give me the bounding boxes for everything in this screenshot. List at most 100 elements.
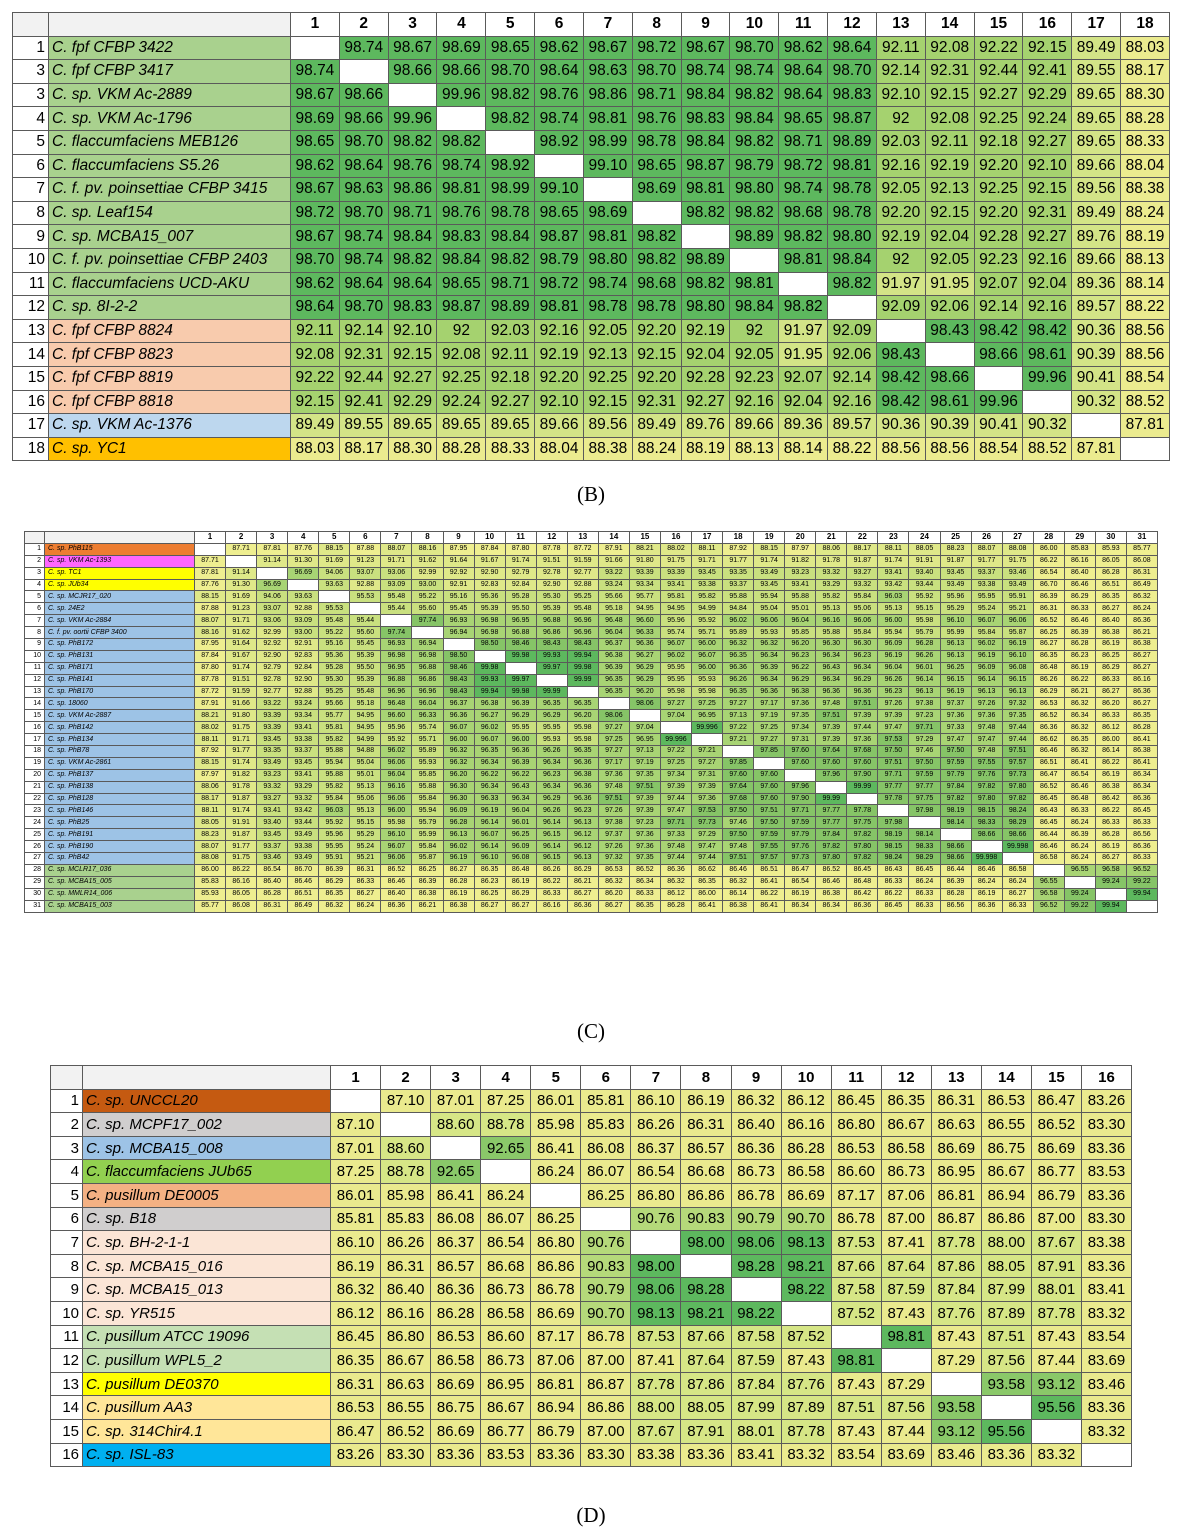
ani-value-cell: 87.43 bbox=[1030, 1324, 1082, 1350]
ani-value-cell: 93.06 bbox=[256, 614, 289, 628]
ani-value-cell: 91.87 bbox=[846, 554, 879, 568]
ani-value-cell: 95.92 bbox=[318, 816, 351, 830]
ani-value-cell: 92.15 bbox=[924, 82, 975, 108]
table-row: 11 C. sp. PhB171 87.80 91.74 92.79 92.84 95.28… bbox=[24, 661, 1159, 675]
ani-value-cell: 88.16 bbox=[411, 542, 444, 556]
ani-value-cell: 96.13 bbox=[908, 685, 941, 699]
ani-value-cell: 93.09 bbox=[287, 614, 320, 628]
ani-value-cell: 96.34 bbox=[504, 792, 537, 806]
table-row: 7 C. f. pv. poinsettiae CFBP 3415 98.67 98.… bbox=[12, 177, 1170, 202]
ani-value-cell: 97.44 bbox=[1001, 721, 1034, 735]
row-number: 16 bbox=[12, 389, 49, 415]
ani-value-cell: 89.56 bbox=[1071, 177, 1122, 202]
ani-value-cell: 96.19 bbox=[877, 649, 910, 663]
strain-label: C. sp. VKM Ac-2887 bbox=[44, 709, 195, 723]
strain-label: C. sp. PhB115 bbox=[44, 542, 195, 556]
ani-value-cell: 97.76 bbox=[784, 840, 817, 854]
ani-value-cell: 88.52 bbox=[1120, 389, 1170, 415]
ani-value-cell: 93.37 bbox=[287, 745, 320, 758]
ani-value-cell: 86.31 bbox=[256, 899, 289, 913]
ani-value-cell: 98.43 bbox=[535, 638, 568, 651]
ani-value-cell: 86.67 bbox=[380, 1348, 432, 1373]
ani-value-cell: 98.68 bbox=[631, 271, 682, 297]
diagonal-cell bbox=[680, 224, 731, 249]
ani-value-cell: 95.39 bbox=[349, 673, 382, 687]
ani-value-cell: 98.84 bbox=[387, 224, 438, 249]
ani-value-cell: 96.38 bbox=[566, 768, 599, 782]
ani-value-cell: 98.86 bbox=[387, 177, 438, 202]
ani-value-cell: 86.58 bbox=[1032, 852, 1065, 865]
ani-value-cell: 95.79 bbox=[908, 626, 941, 640]
ani-value-cell: 86.27 bbox=[504, 899, 537, 913]
ani-value-cell: 96.94 bbox=[442, 626, 475, 640]
ani-value-cell: 97.77 bbox=[815, 804, 848, 818]
ani-value-cell: 97.35 bbox=[628, 768, 661, 782]
ani-value-cell: 86.38 bbox=[1094, 626, 1127, 640]
ani-value-cell: 96.43 bbox=[815, 661, 848, 675]
ani-value-cell: 99.98 bbox=[504, 685, 537, 699]
diagonal-cell bbox=[535, 673, 568, 687]
column-header: 11 bbox=[778, 12, 829, 37]
ani-value-cell: 98.14 bbox=[908, 828, 941, 842]
ani-value-cell: 86.22 bbox=[877, 887, 910, 901]
ani-value-cell: 96.09 bbox=[504, 840, 537, 854]
ani-value-cell: 86.28 bbox=[1063, 638, 1096, 651]
ani-value-cell: 98.72 bbox=[534, 271, 584, 297]
ani-value-cell: 88.07 bbox=[193, 840, 227, 854]
diagonal-cell bbox=[730, 1277, 782, 1302]
ani-value-cell: 92.05 bbox=[729, 342, 780, 367]
ani-value-cell: 98.62 bbox=[534, 35, 584, 61]
ani-value-cell: 86.45 bbox=[1032, 792, 1065, 806]
strain-label: C. f. pv. poinsettiae CFBP 3415 bbox=[48, 177, 291, 202]
strain-label: C. sp. 8I-2-2 bbox=[48, 295, 291, 320]
ani-value-cell: 95.91 bbox=[318, 852, 351, 865]
diagonal-cell bbox=[380, 1112, 432, 1137]
ani-value-cell: 87.44 bbox=[1030, 1348, 1082, 1373]
ani-value-cell: 87.81 bbox=[1071, 436, 1122, 462]
ani-value-cell: 96.07 bbox=[970, 614, 1003, 628]
ani-value-cell: 88.19 bbox=[1120, 224, 1170, 249]
ani-value-cell: 86.31 bbox=[930, 1088, 982, 1114]
strain-label: C. sp. PhB141 bbox=[44, 673, 195, 687]
ani-value-cell: 96.98 bbox=[380, 649, 413, 663]
strain-label: C. pusillum WPL5_2 bbox=[82, 1348, 331, 1373]
ani-value-cell: 93.44 bbox=[908, 578, 941, 592]
diagonal-cell bbox=[846, 792, 879, 806]
ani-value-cell: 86.45 bbox=[1032, 816, 1065, 830]
ani-value-cell: 97.25 bbox=[753, 721, 786, 735]
strain-label: C. sp. VKM Ac-2889 bbox=[48, 82, 291, 108]
ani-value-cell: 85.83 bbox=[580, 1112, 632, 1137]
ani-value-cell: 98.82 bbox=[729, 129, 780, 155]
ani-value-cell: 96.19 bbox=[970, 649, 1003, 663]
ani-value-cell: 96.14 bbox=[908, 673, 941, 687]
ani-value-cell: 92 bbox=[436, 318, 487, 344]
ani-value-cell: 97.68 bbox=[722, 792, 755, 806]
ani-value-cell: 86.26 bbox=[630, 1112, 682, 1137]
diagonal-cell bbox=[566, 685, 599, 699]
ani-value-cell: 97.80 bbox=[846, 840, 879, 854]
ani-value-cell: 97.60 bbox=[753, 792, 786, 806]
strain-label: C. sp. VKM Ac-1376 bbox=[48, 413, 291, 438]
ani-value-cell: 91.78 bbox=[815, 554, 848, 568]
ani-value-cell: 86.48 bbox=[1063, 792, 1096, 806]
ani-value-cell: 98.64 bbox=[827, 35, 877, 61]
ani-value-cell: 86.25 bbox=[580, 1182, 632, 1208]
ani-value-cell: 96.01 bbox=[908, 661, 941, 675]
ani-value-cell: 95.96 bbox=[380, 721, 413, 735]
table-row: 9 C. sp. PhB172 87.95 91.64 92.92 92.91 95.16 9… bbox=[24, 638, 1159, 651]
ani-value-cell: 92.20 bbox=[973, 200, 1024, 226]
ani-value-cell: 95.94 bbox=[411, 804, 444, 818]
ani-value-cell: 86.47 bbox=[1032, 768, 1065, 782]
ani-value-cell: 86.54 bbox=[630, 1159, 682, 1184]
ani-value-cell: 97.59 bbox=[784, 816, 817, 830]
ani-value-cell: 92.28 bbox=[973, 224, 1024, 249]
ani-value-cell: 83.46 bbox=[930, 1442, 982, 1468]
ani-value-cell: 99.96 bbox=[436, 82, 487, 108]
ani-value-cell: 97.04 bbox=[628, 721, 661, 735]
row-number: 17 bbox=[12, 413, 49, 438]
ani-value-cell: 98.64 bbox=[534, 59, 584, 84]
ani-value-cell: 96.29 bbox=[504, 709, 537, 723]
ani-value-cell: 98.24 bbox=[1001, 804, 1034, 818]
ani-value-cell: 98.87 bbox=[680, 153, 731, 179]
ani-value-cell: 86.12 bbox=[659, 887, 693, 901]
